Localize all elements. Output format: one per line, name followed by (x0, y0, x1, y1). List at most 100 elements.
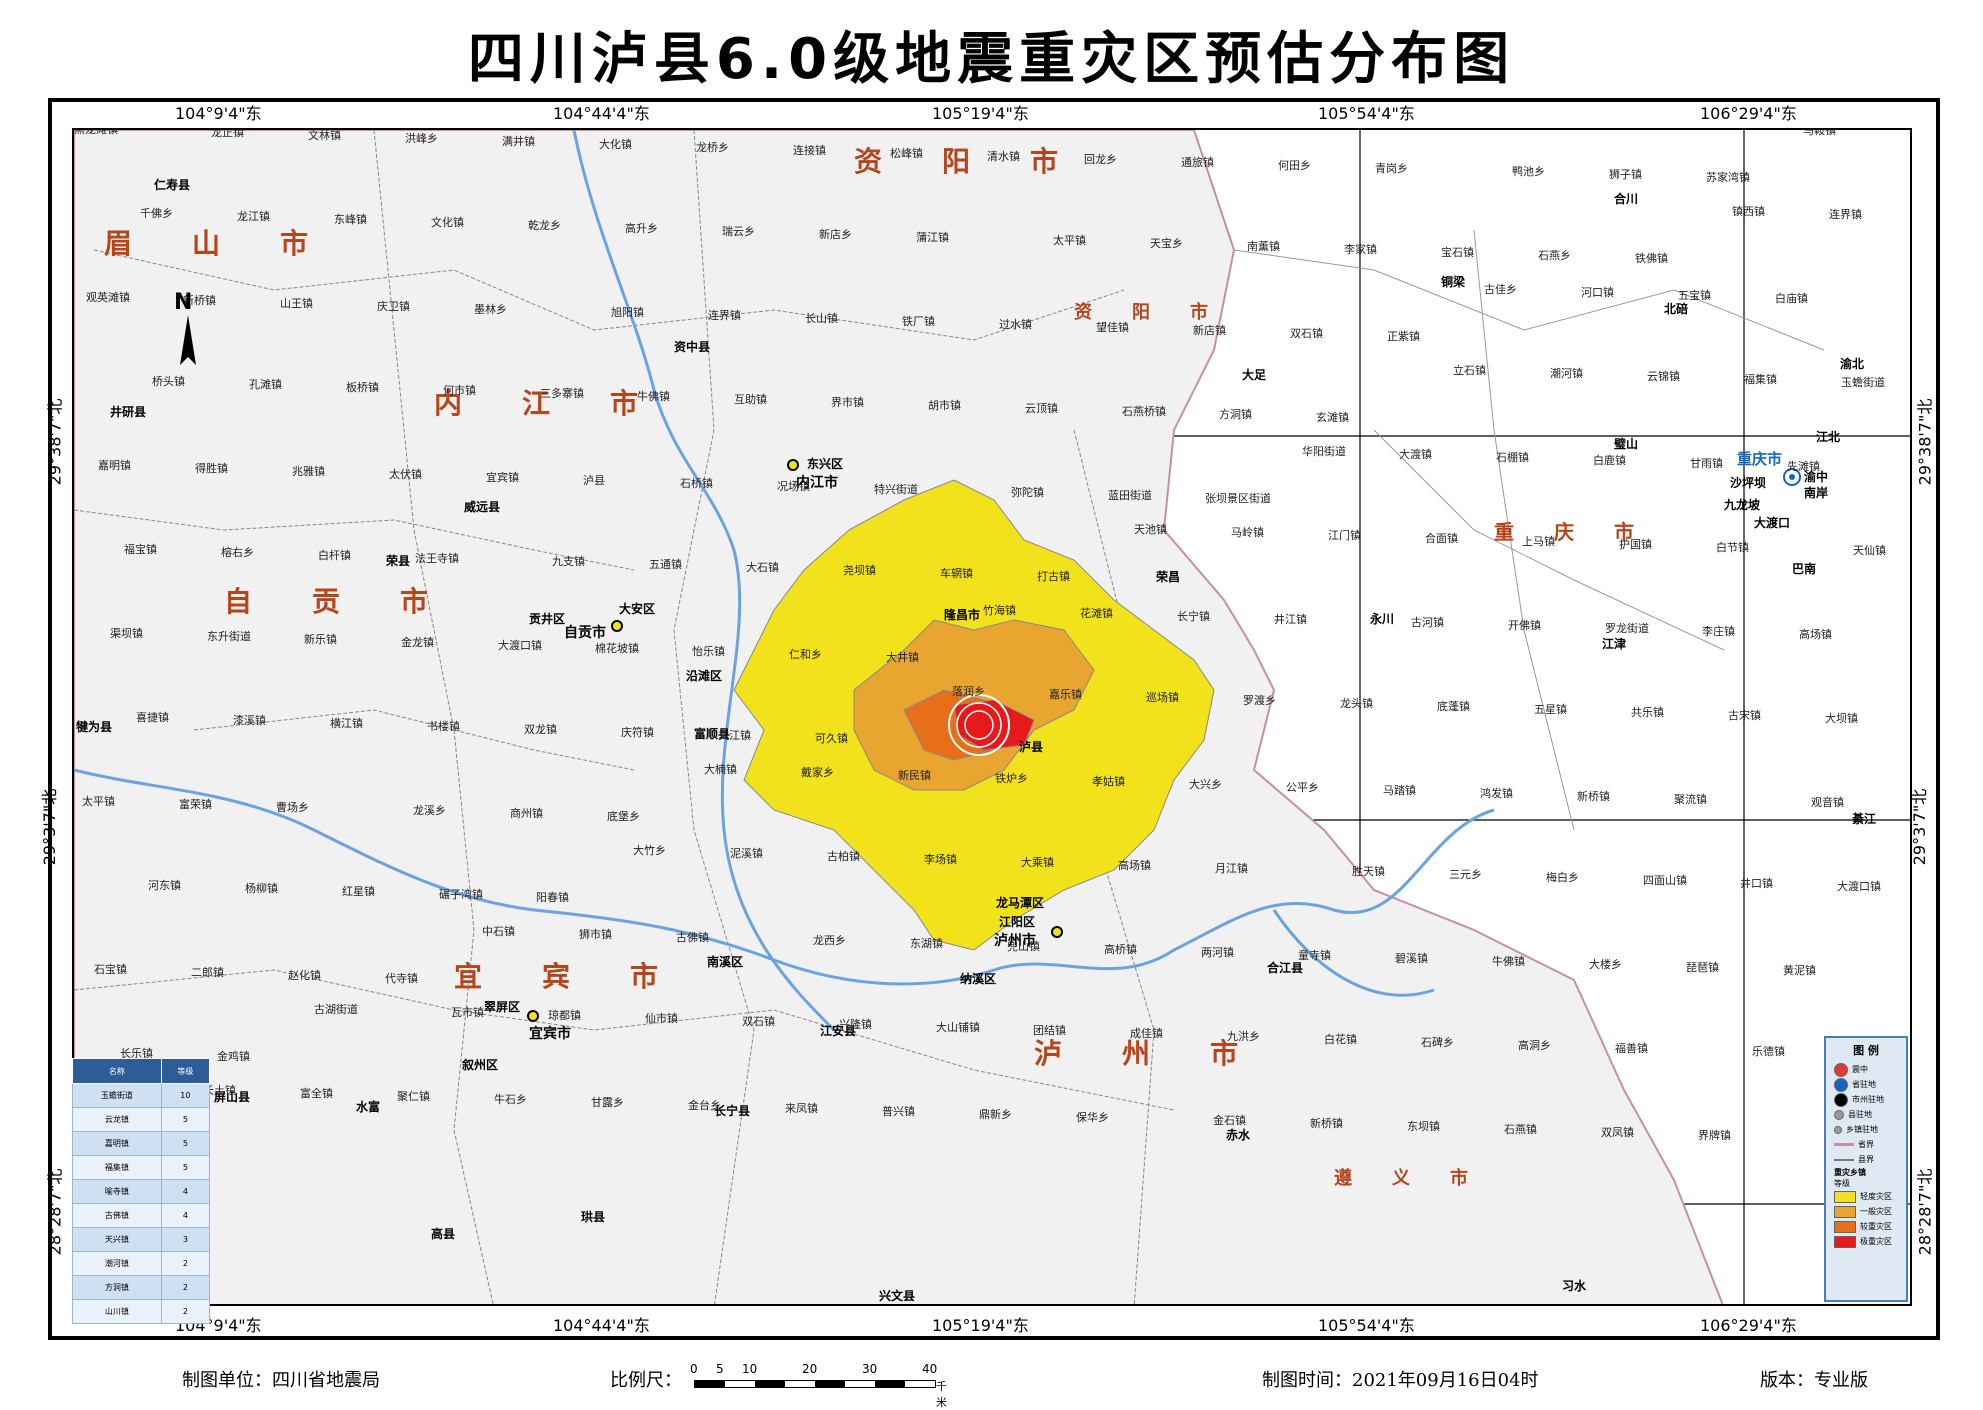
place-label: 庆符镇 (621, 726, 654, 739)
coord-left-2: 29°3'7"北 (40, 788, 60, 866)
city-label: 犍为县 (76, 720, 113, 734)
table-row: 云龙镇 5 (72, 1107, 211, 1132)
place-label: 太伏镇 (389, 468, 422, 481)
place-label: 两河镇 (1201, 946, 1234, 959)
place-label: 鼎新乡 (979, 1108, 1012, 1121)
place-label: 弥陀镇 (1011, 486, 1044, 499)
place-label: 高场镇 (1799, 628, 1832, 641)
place-label: 公平乡 (1286, 781, 1319, 794)
place-label: 大竹乡 (633, 844, 666, 857)
city-label: 合江县 (1267, 961, 1304, 975)
table-cell: 古佛镇 (72, 1203, 162, 1228)
legend-label: 轻度灾区 (1860, 1192, 1892, 1201)
province-boundary-icon (1834, 1143, 1854, 1146)
place-label: 马岭镇 (1231, 526, 1264, 539)
place-label: 东湖镇 (910, 937, 943, 950)
legend-label: 较重灾区 (1860, 1222, 1892, 1231)
place-label: 界牌镇 (1698, 1129, 1731, 1142)
coord-bottom-2: 104°44'4"东 (553, 1316, 650, 1335)
legend-title: 图 例 (1853, 1044, 1879, 1057)
place-label: 普兴镇 (882, 1105, 915, 1118)
place-label: 龙江镇 (237, 210, 270, 223)
place-label: 李家镇 (1344, 243, 1377, 256)
city-label: 重庆市 (1737, 450, 1783, 468)
place-label: 古佳乡 (1484, 283, 1517, 296)
place-label: 五通镇 (649, 558, 682, 571)
scale-tick: 30 (862, 1362, 878, 1376)
place-label: 新桥镇 (1310, 1117, 1343, 1130)
place-label: 牛佛镇 (637, 390, 670, 403)
place-label: 乾龙乡 (528, 219, 561, 232)
map-canvas[interactable]: 内江市 东兴区 资中县 威远县 荣县 自贡市 贡井区 大安区 沿滩区 富顺县 隆… (72, 128, 1912, 1306)
place-label: 巡场镇 (1146, 691, 1179, 704)
place-label: 金鸡镇 (217, 1050, 250, 1063)
legend-label: 县界 (1858, 1155, 1874, 1164)
place-label: 保华乡 (1076, 1111, 1109, 1124)
place-label: 护国镇 (1619, 538, 1652, 551)
place-label: 碧溪镇 (1395, 952, 1428, 965)
city-label: 荣昌 (1156, 570, 1181, 584)
north-arrow: N (174, 290, 202, 375)
place-label: 新店镇 (1193, 324, 1226, 337)
place-label: 尧坝镇 (843, 564, 876, 577)
place-label: 宜宾镇 (486, 471, 519, 484)
place-label: 界市镇 (831, 396, 864, 409)
swatch (1834, 1205, 1856, 1218)
place-label: 江门镇 (1328, 529, 1361, 542)
place-label: 兴隆镇 (839, 1018, 872, 1031)
place-label: 龙头镇 (1340, 697, 1373, 710)
swatch (1834, 1220, 1856, 1233)
place-label: 铁炉乡 (995, 772, 1028, 785)
city-label: 璧山 (1614, 437, 1639, 451)
city-label: 内江市 (796, 475, 838, 491)
place-label: 望佳镇 (1096, 321, 1129, 334)
city-label: 大渡口 (1754, 516, 1791, 530)
footer-time: 制图时间：2021年09月16日04时 (1262, 1370, 1539, 1391)
place-label: 观英滩镇 (86, 291, 130, 304)
county-boundary-icon (1834, 1158, 1854, 1161)
place-label: 苏家湾镇 (1706, 171, 1750, 184)
place-label: 共乐镇 (1631, 706, 1664, 719)
footer-scale-label: 比例尺： (610, 1370, 682, 1391)
place-label: 底堡乡 (607, 810, 640, 823)
table-header: 名称 (72, 1058, 162, 1084)
place-label: 马踏镇 (1383, 784, 1416, 797)
place-label: 铁厂镇 (902, 315, 935, 328)
place-label: 大渡口镇 (498, 639, 542, 652)
place-label: 大井镇 (886, 651, 919, 664)
place-label: 来凤镇 (785, 1102, 818, 1115)
place-label: 阳春镇 (536, 891, 569, 904)
legend-item: 县驻地 (1826, 1107, 1906, 1122)
city-label: 江北 (1816, 430, 1841, 444)
place-label: 古宋镇 (1728, 709, 1761, 722)
legend-label: 极重灾区 (1860, 1237, 1892, 1246)
place-label: 新店乡 (819, 228, 852, 241)
table-cell: 5 (160, 1107, 211, 1132)
table-cell: 4 (160, 1179, 211, 1204)
place-label: 福集镇 (1744, 373, 1777, 386)
place-label: 胡市镇 (928, 399, 961, 412)
place-label: 胜天镇 (1352, 865, 1385, 878)
place-label: 河口镇 (1581, 286, 1614, 299)
place-label: 狮市镇 (579, 928, 612, 941)
table-row: 古佛镇 4 (72, 1203, 211, 1228)
place-label: 东坝镇 (1407, 1120, 1440, 1133)
place-label: 白花镇 (1324, 1033, 1357, 1046)
place-label: 松峰镇 (890, 147, 923, 160)
table-row: 潮河镇 2 (72, 1251, 211, 1276)
table-cell: 玉蟾街道 (72, 1083, 162, 1108)
place-label: 高洞乡 (1518, 1039, 1551, 1052)
scale-tick: 5 (716, 1362, 724, 1376)
table-row: 嘉明镇 5 (72, 1131, 211, 1156)
coord-bottom-3: 105°19'4"东 (932, 1316, 1029, 1335)
place-label: 可久镇 (815, 732, 848, 745)
place-label: 太平镇 (82, 795, 115, 808)
coord-top-5: 106°29'4"东 (1700, 104, 1797, 123)
place-label: 车辋镇 (940, 567, 973, 580)
city-label: 叙州区 (462, 1058, 499, 1072)
map-frame (48, 98, 1940, 1340)
region-label: 宜宾市 (454, 960, 719, 993)
city-label: 宜宾市 (529, 1026, 571, 1042)
coord-bottom-5: 106°29'4"东 (1700, 1316, 1797, 1335)
scale-tick: 0 (690, 1362, 698, 1376)
